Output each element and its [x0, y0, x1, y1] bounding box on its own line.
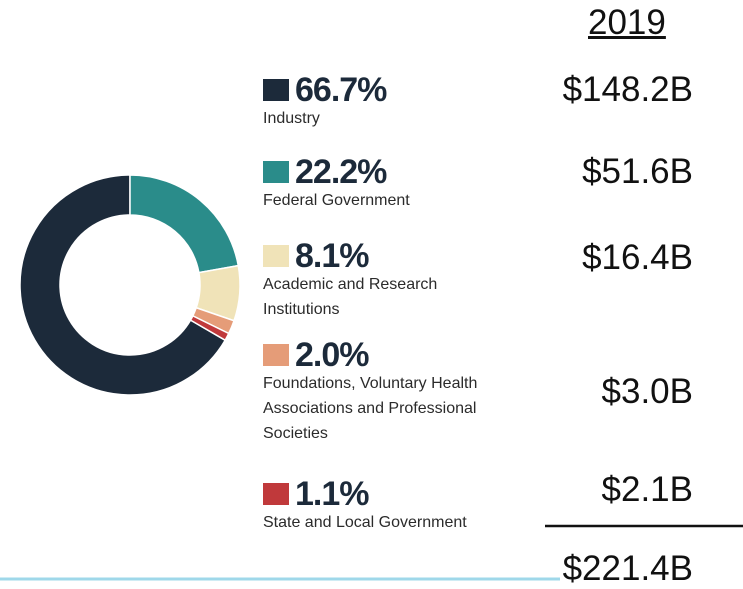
- legend-label: Industry: [263, 110, 320, 127]
- legend-percent: 66.7%: [295, 71, 387, 109]
- legend-percent: 2.0%: [295, 336, 369, 374]
- amount: $51.6B: [582, 152, 693, 191]
- legend-item: 66.7% Industry: [263, 72, 488, 131]
- legend-value: 66.7%: [263, 72, 488, 108]
- legend-label: Foundations, Voluntary Health Associatio…: [263, 375, 478, 442]
- legend-swatch: [263, 483, 289, 505]
- donut-slice: [19, 174, 227, 396]
- legend-percent: 22.2%: [295, 153, 387, 191]
- donut-slice: [129, 174, 240, 274]
- legend-item: 22.2% Federal Government: [263, 154, 488, 213]
- legend-swatch: [263, 344, 289, 366]
- amount: $16.4B: [582, 238, 693, 277]
- amount: $2.1B: [601, 470, 693, 509]
- legend-percent: 8.1%: [295, 237, 369, 275]
- legend-label: Academic and Research Institutions: [263, 276, 438, 318]
- donut-slice: [189, 314, 230, 342]
- amount: $3.0B: [601, 372, 693, 411]
- total-amount: $221.4B: [562, 549, 693, 588]
- legend-item: 8.1% Academic and Research Institutions: [263, 238, 488, 322]
- legend-swatch: [263, 245, 289, 267]
- legend-item: 1.1% State and Local Government: [263, 476, 488, 535]
- legend-label: State and Local Government: [263, 514, 467, 531]
- legend-value: 2.0%: [263, 337, 488, 373]
- legend-value: 1.1%: [263, 476, 488, 512]
- legend-label: Federal Government: [263, 192, 410, 209]
- legend-swatch: [263, 79, 289, 101]
- legend-item: 2.0% Foundations, Voluntary Health Associ…: [263, 337, 488, 446]
- amount: $148.2B: [562, 70, 693, 109]
- amount-header: 2019: [588, 3, 666, 42]
- legend-value: 22.2%: [263, 154, 488, 190]
- legend-value: 8.1%: [263, 238, 488, 274]
- legend-swatch: [263, 161, 289, 183]
- legend-percent: 1.1%: [295, 475, 369, 513]
